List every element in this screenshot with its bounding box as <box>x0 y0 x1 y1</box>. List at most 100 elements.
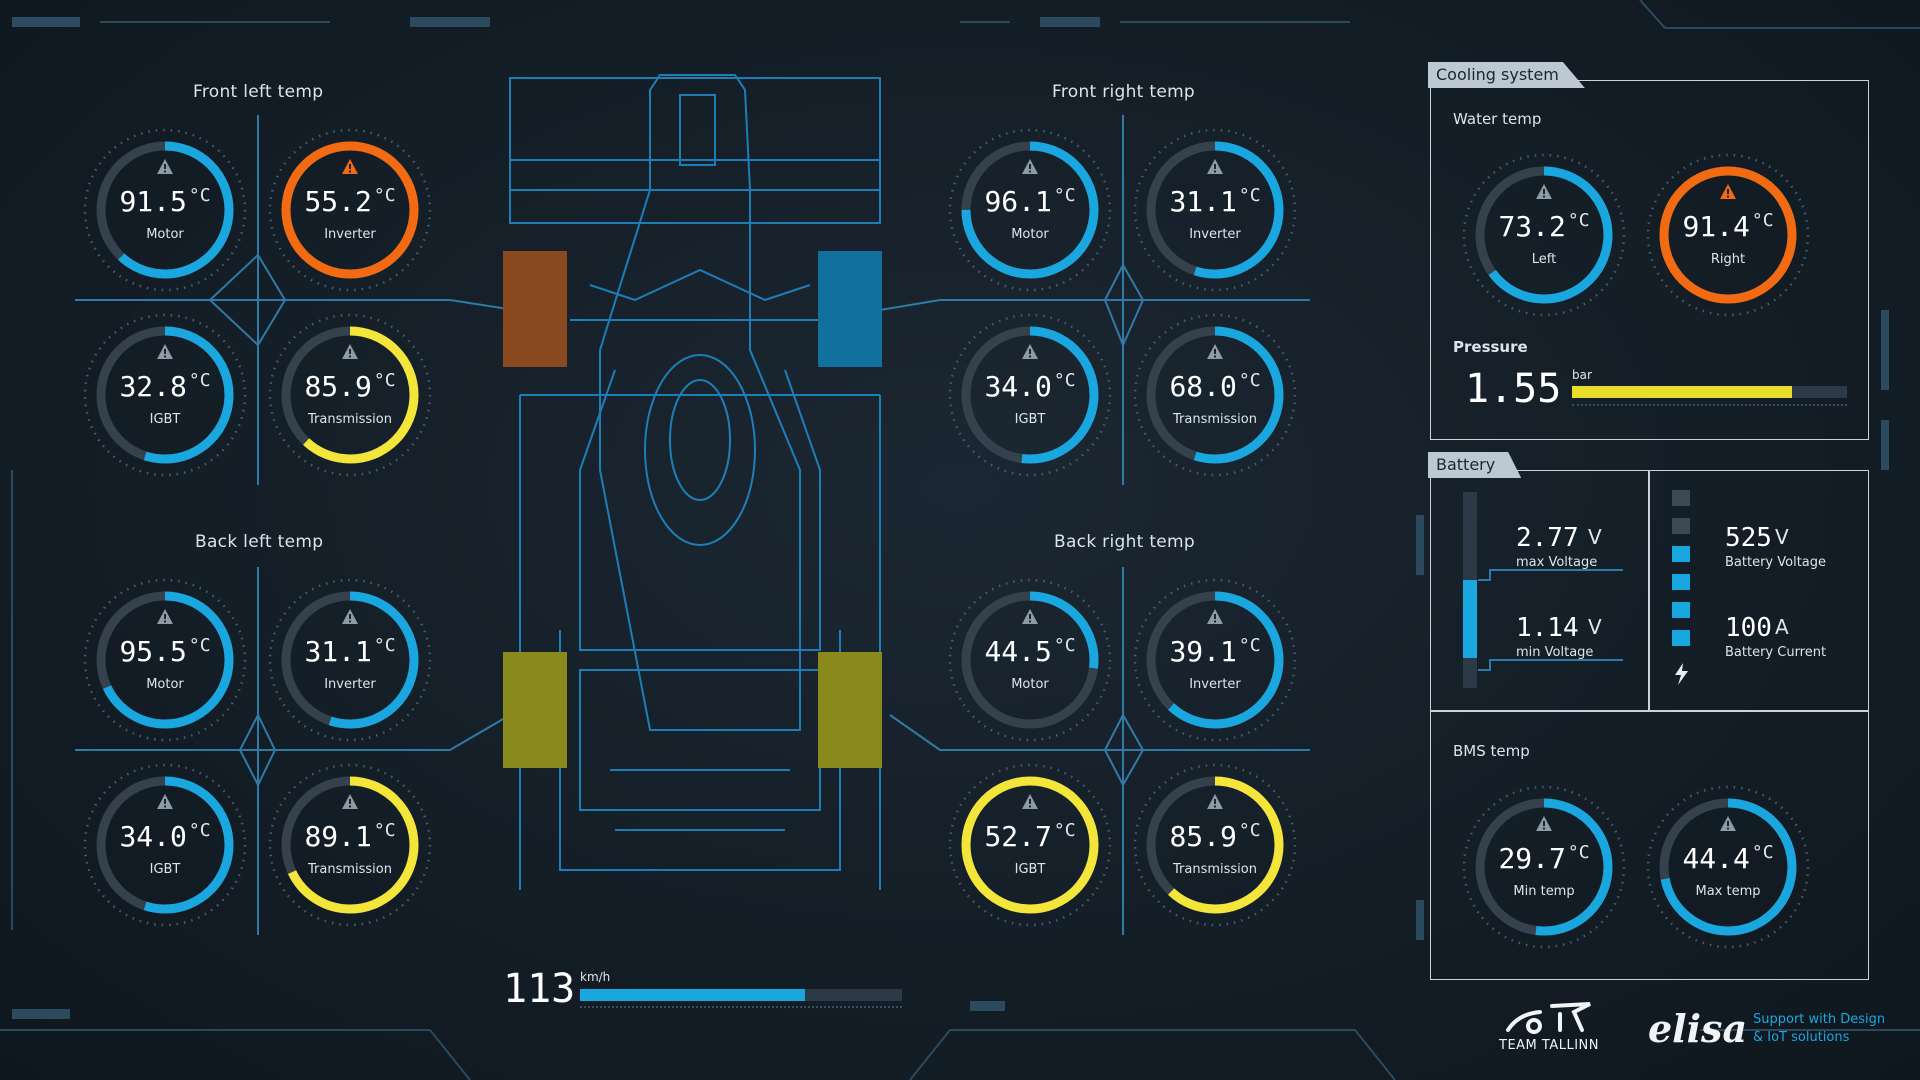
gauge-label: IGBT <box>1014 862 1046 877</box>
gauge-ring <box>1462 153 1626 317</box>
gauge-label: Motor <box>146 227 184 242</box>
gauge-front-right-igbt: 34.0 °C IGBT <box>945 310 1115 480</box>
front-right-title: Front right temp <box>1052 82 1196 102</box>
pressure-bar <box>1572 386 1847 398</box>
gauge-ring <box>948 763 1112 927</box>
gauge-value: 52.7 °C <box>945 820 1115 853</box>
gauge-label: Left <box>1531 252 1557 267</box>
pressure-bar-scale <box>1572 404 1847 406</box>
gauge-front-right-inverter: 31.1 °C Inverter <box>1130 125 1300 295</box>
gauge-value: 96.1 °C <box>945 185 1115 218</box>
warning-icon <box>1536 184 1552 199</box>
gauge-unit: °C <box>1238 635 1261 656</box>
warning-icon <box>157 794 173 809</box>
gauge-value-number: 31.1 <box>1169 185 1237 218</box>
cooling-tab[interactable]: Cooling system <box>1428 62 1585 88</box>
gauge-unit: °C <box>1238 820 1261 841</box>
gauge-value: 73.2 °C <box>1459 210 1629 243</box>
team-tallinn-logo-icon <box>1506 1002 1591 1034</box>
sponsor-tagline-2: & IoT solutions <box>1753 1030 1850 1045</box>
gauge-ring <box>1646 153 1810 317</box>
warning-icon <box>1022 344 1038 359</box>
warning-icon <box>342 344 358 359</box>
gauge-value: 32.8 °C <box>80 370 250 403</box>
gauge-unit: °C <box>1567 210 1590 231</box>
back-left-title: Back left temp <box>195 532 324 552</box>
gauge-back-left-motor: 95.5 °C Motor <box>80 575 250 745</box>
max-voltage-value: 2.77 <box>1516 523 1579 553</box>
gauge-front-left-motor: 91.5 °C Motor <box>80 125 250 295</box>
gauge-back-left-transmission: 89.1 °C Transmission <box>265 760 435 930</box>
lightning-icon <box>1675 663 1688 685</box>
gauge-back-right-motor: 44.5 °C Motor <box>945 575 1115 745</box>
gauge-label: Transmission <box>308 412 392 427</box>
gauge-value: 89.1 °C <box>265 820 435 853</box>
voltage-bracket-lines <box>1478 569 1623 671</box>
speed-bar <box>580 989 902 1001</box>
gauge-unit: °C <box>1238 185 1261 206</box>
gauge-ring <box>1133 763 1297 927</box>
gauge-unit: °C <box>1238 370 1261 391</box>
gauge-value: 44.5 °C <box>945 635 1115 668</box>
gauge-value-number: 68.0 <box>1169 370 1237 403</box>
warning-icon <box>157 344 173 359</box>
gauge-value-number: 85.9 <box>1169 820 1237 853</box>
gauge-unit: °C <box>373 185 396 206</box>
gauge-unit: °C <box>1053 370 1076 391</box>
gauge-value-number: 32.8 <box>119 370 187 403</box>
battery-segment <box>1672 546 1690 562</box>
wheel-back-right <box>818 652 882 768</box>
gauge-label: Transmission <box>308 862 392 877</box>
gauge-label: Min temp <box>1513 884 1575 899</box>
gauge-label: Motor <box>146 677 184 692</box>
gauge-unit: °C <box>1053 185 1076 206</box>
battery-tab[interactable]: Battery <box>1428 452 1522 478</box>
gauge-value: 29.7 °C <box>1459 842 1629 875</box>
battery-current-value: 100 <box>1725 613 1772 643</box>
gauge-label: Right <box>1710 252 1746 267</box>
gauge-ring <box>1133 313 1297 477</box>
gauge-value: 85.9 °C <box>265 370 435 403</box>
warning-icon <box>1720 184 1736 199</box>
gauge-unit: °C <box>1567 842 1590 863</box>
gauge-value-number: 95.5 <box>119 635 187 668</box>
wheel-back-left <box>503 652 567 768</box>
battery-segment <box>1672 602 1690 618</box>
warning-icon <box>1720 816 1736 831</box>
gauge-value: 39.1 °C <box>1130 635 1300 668</box>
gauge-value-number: 91.5 <box>119 185 187 218</box>
battery-current-unit: A <box>1775 615 1789 639</box>
gauge-front-right-transmission: 68.0 °C Transmission <box>1130 310 1300 480</box>
battery-segment <box>1672 518 1690 534</box>
gauge-value: 95.5 °C <box>80 635 250 668</box>
bms-temp-label: BMS temp <box>1453 742 1530 760</box>
warning-icon <box>1207 344 1223 359</box>
gauge-value-number: 44.4 <box>1682 842 1750 875</box>
gauge-value-number: 52.7 <box>984 820 1052 853</box>
gauge-ring <box>83 763 247 927</box>
min-voltage-label: min Voltage <box>1516 645 1594 660</box>
gauge-back-right-igbt: 52.7 °C IGBT <box>945 760 1115 930</box>
gauge-value: 34.0 °C <box>80 820 250 853</box>
gauge-ring <box>268 578 432 742</box>
warning-icon <box>1022 794 1038 809</box>
gauge-unit: °C <box>188 185 211 206</box>
gauge-value: 68.0 °C <box>1130 370 1300 403</box>
max-voltage-unit: V <box>1588 525 1602 549</box>
gauge-unit: °C <box>1053 635 1076 656</box>
gauge-front-left-transmission: 85.9 °C Transmission <box>265 310 435 480</box>
gauge-value-number: 34.0 <box>984 370 1052 403</box>
gauge-value-number: 73.2 <box>1498 210 1566 243</box>
gauge-unit: °C <box>188 370 211 391</box>
gauge-back-left-igbt: 34.0 °C IGBT <box>80 760 250 930</box>
speed-bar-scale <box>580 1006 902 1008</box>
sponsor-tagline-1: Support with Design <box>1753 1012 1886 1027</box>
gauge-label: Inverter <box>1189 677 1241 692</box>
back-right-title: Back right temp <box>1054 532 1195 552</box>
warning-icon <box>157 159 173 174</box>
warning-icon <box>157 609 173 624</box>
gauge-value-number: 29.7 <box>1498 842 1566 875</box>
gauge-value: 44.4 °C <box>1643 842 1813 875</box>
gauge-value: 55.2 °C <box>265 185 435 218</box>
